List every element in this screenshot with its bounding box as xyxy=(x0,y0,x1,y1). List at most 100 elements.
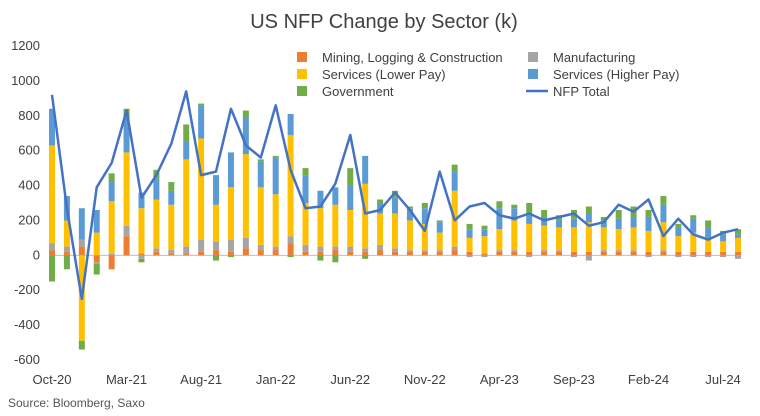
bar-manufacturing xyxy=(481,255,488,258)
bar-government xyxy=(138,258,145,263)
bar-manufacturing xyxy=(108,253,115,256)
x-tick-label: Feb-24 xyxy=(628,372,669,387)
bar-services-higher-pay- xyxy=(570,218,577,228)
bar-services-lower-pay- xyxy=(198,138,205,240)
bar-government xyxy=(272,155,279,158)
bar-government xyxy=(481,225,488,230)
bar-services-higher-pay- xyxy=(362,155,369,184)
bar-manufacturing xyxy=(242,237,249,249)
bar-government xyxy=(660,196,667,205)
bar-government xyxy=(242,110,249,118)
bar-services-higher-pay- xyxy=(451,171,458,191)
bar-government xyxy=(600,216,607,221)
bar-mining-logging-construction xyxy=(615,251,622,256)
bar-mining-logging-construction xyxy=(242,248,249,256)
bar-services-higher-pay- xyxy=(78,208,85,240)
bar-manufacturing xyxy=(526,255,533,258)
bar-mining-logging-construction xyxy=(213,250,220,256)
bar-services-higher-pay- xyxy=(556,220,563,228)
bar-manufacturing xyxy=(347,246,354,252)
bar-government xyxy=(675,223,682,228)
bar-government xyxy=(93,264,100,275)
bar-services-lower-pay- xyxy=(287,134,294,237)
bar-government xyxy=(362,255,369,259)
bar-mining-logging-construction xyxy=(272,250,279,256)
bar-government xyxy=(496,201,503,209)
bar-mining-logging-construction xyxy=(362,251,369,256)
bar-services-higher-pay- xyxy=(600,220,607,228)
nfp-total-line-group xyxy=(50,90,739,301)
bar-services-lower-pay- xyxy=(138,208,145,254)
bar-services-lower-pay- xyxy=(436,232,443,251)
bar-mining-logging-construction xyxy=(436,251,443,256)
bar-services-lower-pay- xyxy=(526,223,533,252)
bar-services-higher-pay- xyxy=(287,114,294,135)
bar-manufacturing xyxy=(615,250,622,252)
bar-services-lower-pay- xyxy=(63,220,70,247)
bar-services-lower-pay- xyxy=(317,208,324,247)
x-tick-label: Oct-20 xyxy=(32,372,71,387)
bar-services-higher-pay- xyxy=(630,216,637,228)
bar-services-higher-pay- xyxy=(138,192,145,209)
bar-mining-logging-construction xyxy=(347,251,354,256)
legend-label-services-lower-pay-: Services (Lower Pay) xyxy=(322,67,446,82)
bar-services-higher-pay- xyxy=(526,213,533,224)
bar-services-lower-pay- xyxy=(332,204,339,247)
bar-manufacturing xyxy=(183,246,190,254)
bar-manufacturing xyxy=(272,246,279,251)
bar-services-higher-pay- xyxy=(242,117,249,155)
bar-mining-logging-construction xyxy=(123,236,130,256)
bar-services-lower-pay- xyxy=(49,145,55,244)
bar-services-higher-pay- xyxy=(705,227,712,238)
bar-manufacturing xyxy=(377,244,384,251)
bar-services-higher-pay- xyxy=(123,117,130,153)
bar-services-higher-pay- xyxy=(615,218,622,230)
y-tick-label: -200 xyxy=(14,282,40,297)
bar-mining-logging-construction xyxy=(720,251,727,256)
bar-services-lower-pay- xyxy=(168,204,175,251)
bar-mining-logging-construction xyxy=(660,251,667,256)
bar-government xyxy=(168,182,175,191)
bar-manufacturing xyxy=(630,250,637,252)
bar-manufacturing xyxy=(138,255,145,259)
bar-manufacturing xyxy=(227,239,234,252)
bar-manufacturing xyxy=(392,248,398,252)
bar-mining-logging-construction xyxy=(496,251,503,256)
legend-label-manufacturing: Manufacturing xyxy=(553,50,635,65)
bar-services-higher-pay- xyxy=(183,141,190,160)
bar-services-higher-pay- xyxy=(257,161,264,188)
bar-manufacturing xyxy=(511,250,518,252)
bar-services-higher-pay- xyxy=(660,204,667,223)
bar-services-lower-pay- xyxy=(615,229,622,251)
bar-government xyxy=(705,220,712,228)
bar-manufacturing xyxy=(600,250,607,252)
bar-services-lower-pay- xyxy=(406,220,413,251)
bar-mining-logging-construction xyxy=(257,250,264,256)
bar-manufacturing xyxy=(496,250,503,252)
bar-services-lower-pay- xyxy=(302,203,309,245)
nfp-total-line xyxy=(50,90,739,301)
y-tick-label: 800 xyxy=(18,108,40,123)
bar-mining-logging-construction xyxy=(78,246,85,256)
bar-services-higher-pay- xyxy=(168,190,175,205)
legend-label-nfp-total: NFP Total xyxy=(553,84,610,99)
bar-government xyxy=(541,209,548,217)
x-tick-label: Mar-21 xyxy=(106,372,147,387)
y-tick-label: 1000 xyxy=(11,73,40,88)
bar-services-higher-pay- xyxy=(421,208,428,224)
x-axis: Oct-20 Mar-21 Aug-21 Jan-22 Jun-22 Nov-22 Apr-… xyxy=(32,372,740,387)
legend-swatch-services-higher-pay- xyxy=(528,69,538,79)
bar-services-lower-pay- xyxy=(496,229,503,251)
bar-services-higher-pay- xyxy=(690,218,697,233)
bar-services-lower-pay- xyxy=(347,209,354,247)
chart-title: US NFP Change by Sector (k) xyxy=(250,11,518,33)
bar-services-higher-pay- xyxy=(108,182,115,202)
bar-manufacturing xyxy=(213,241,220,251)
bar-manufacturing xyxy=(317,246,324,252)
bar-services-lower-pay- xyxy=(466,237,473,252)
x-tick-label: Sep-23 xyxy=(553,372,595,387)
bar-mining-logging-construction xyxy=(49,250,55,256)
bar-services-higher-pay- xyxy=(406,208,413,221)
bar-mining-logging-construction xyxy=(585,251,592,256)
legend-label-mining-logging-construction: Mining, Logging & Construction xyxy=(322,50,503,65)
